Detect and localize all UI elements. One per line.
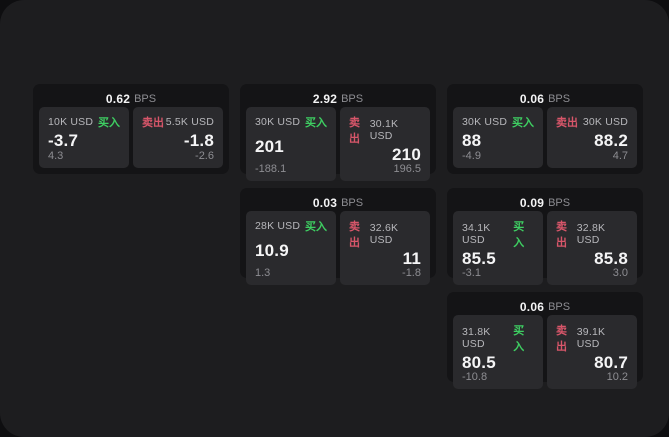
sell-tile[interactable]: 卖出 32.6K USD 11 -1.8	[340, 211, 430, 285]
buy-tile[interactable]: 30K USD 买入 88 -4.9	[453, 107, 543, 168]
sell-delta: 3.0	[612, 267, 628, 279]
bid-ask-tiles: 34.1K USD 买入 85.5 -3.1 卖出 32.8K USD 85.8…	[453, 211, 637, 285]
bps-unit-label: BPS	[548, 92, 571, 105]
quote-card: 0.03 BPS 28K USD 买入 10.9 1.3 卖出 32.6K US…	[240, 188, 436, 285]
card-header: 0.03 BPS	[246, 194, 430, 211]
bid-ask-tiles: 10K USD 买入 -3.7 4.3 卖出 5.5K USD -1.8 -2.…	[39, 107, 223, 168]
buy-price: -3.7	[48, 130, 79, 150]
buy-tile[interactable]: 34.1K USD 买入 85.5 -3.1	[453, 211, 543, 285]
card-header: 0.09 BPS	[453, 194, 637, 211]
quote-card: 2.92 BPS 30K USD 买入 201 -188.1 卖出 30.1K …	[240, 84, 436, 181]
bps-unit-label: BPS	[548, 300, 571, 313]
sell-tile[interactable]: 卖出 32.8K USD 85.8 3.0	[547, 211, 637, 285]
buy-amount: 34.1K USD	[462, 222, 491, 246]
sell-delta: -2.6	[195, 150, 214, 162]
buy-price: 80.5	[462, 353, 496, 372]
buy-side-label: 买入	[305, 221, 327, 233]
buy-price: 201	[255, 137, 284, 156]
card-header: 0.06 BPS	[453, 90, 637, 107]
sell-tile[interactable]: 卖出 5.5K USD -1.8 -2.6	[133, 107, 223, 168]
quote-card: 0.09 BPS 34.1K USD 买入 85.5 -3.1 卖出 32.8K…	[447, 188, 643, 285]
buy-tile[interactable]: 10K USD 买入 -3.7 4.3	[39, 107, 129, 168]
buy-side-label: 买入	[513, 325, 525, 353]
sell-delta: 4.7	[612, 150, 628, 162]
bps-unit-label: BPS	[548, 196, 571, 209]
buy-amount: 30K USD	[462, 116, 508, 128]
sell-price: 85.8	[594, 249, 628, 268]
buy-tile[interactable]: 31.8K USD 买入 80.5 -10.8	[453, 315, 543, 389]
sell-delta: 10.2	[606, 371, 628, 383]
sell-amount: 30.1K USD	[369, 118, 399, 142]
sell-side-label: 卖出	[349, 117, 360, 145]
sell-delta: 196.5	[393, 163, 421, 175]
bid-ask-tiles: 31.8K USD 买入 80.5 -10.8 卖出 39.1K USD 80.…	[453, 315, 637, 389]
sell-amount: 39.1K USD	[576, 326, 606, 350]
sell-price: 88.2	[594, 130, 628, 150]
buy-delta: -10.8	[462, 371, 488, 383]
bps-value: 0.03	[312, 195, 338, 210]
bid-ask-tiles: 28K USD 买入 10.9 1.3 卖出 32.6K USD 11 -1.8	[246, 211, 430, 285]
sell-tile[interactable]: 卖出 39.1K USD 80.7 10.2	[547, 315, 637, 389]
buy-side-label: 买入	[512, 117, 534, 129]
sell-side-label: 卖出	[556, 221, 567, 249]
bps-unit-label: BPS	[341, 196, 364, 209]
buy-delta: 4.3	[48, 150, 64, 162]
sell-side-label: 卖出	[556, 325, 567, 353]
sell-side-label: 卖出	[556, 117, 578, 129]
card-header: 0.62 BPS	[39, 90, 223, 107]
sell-amount: 32.8K USD	[576, 222, 606, 246]
buy-side-label: 买入	[305, 117, 327, 129]
quote-card: 0.06 BPS 30K USD 买入 88 -4.9 卖出 30K USD	[447, 84, 643, 174]
quote-card: 0.06 BPS 31.8K USD 买入 80.5 -10.8 卖出 39.1…	[447, 292, 643, 389]
bps-value: 0.09	[519, 195, 545, 210]
buy-amount: 28K USD	[255, 220, 301, 232]
bps-value: 0.62	[105, 91, 131, 106]
buy-delta: 1.3	[255, 267, 271, 279]
sell-delta: -1.8	[402, 267, 421, 279]
buy-amount: 31.8K USD	[462, 326, 491, 350]
card-header: 0.06 BPS	[453, 298, 637, 315]
sell-amount: 30K USD	[582, 116, 628, 128]
sell-price: 80.7	[594, 353, 628, 372]
bps-unit-label: BPS	[341, 92, 364, 105]
buy-price: 88	[462, 130, 482, 150]
quote-card-grid: 0.62 BPS 10K USD 买入 -3.7 4.3 卖出 5.5K USD	[33, 84, 643, 389]
sell-price: 210	[392, 145, 421, 164]
buy-side-label: 买入	[98, 117, 120, 129]
buy-delta: -3.1	[462, 267, 481, 279]
buy-price: 10.9	[255, 241, 289, 260]
bps-value: 0.06	[519, 91, 545, 106]
buy-price: 85.5	[462, 249, 496, 268]
bps-unit-label: BPS	[134, 92, 157, 105]
sell-price: 11	[402, 249, 421, 268]
bps-value: 2.92	[312, 91, 338, 106]
sell-side-label: 卖出	[142, 117, 164, 129]
sell-price: -1.8	[183, 130, 214, 150]
card-header: 2.92 BPS	[246, 90, 430, 107]
buy-delta: -188.1	[255, 163, 287, 175]
bid-ask-tiles: 30K USD 买入 88 -4.9 卖出 30K USD 88.2 4.7	[453, 107, 637, 168]
buy-side-label: 买入	[513, 221, 525, 249]
buy-amount: 10K USD	[48, 116, 94, 128]
quote-card: 0.62 BPS 10K USD 买入 -3.7 4.3 卖出 5.5K USD	[33, 84, 229, 174]
sell-tile[interactable]: 卖出 30K USD 88.2 4.7	[547, 107, 637, 168]
sell-side-label: 卖出	[349, 221, 360, 249]
bid-ask-tiles: 30K USD 买入 201 -188.1 卖出 30.1K USD 210 1…	[246, 107, 430, 181]
sell-amount: 32.6K USD	[369, 222, 399, 246]
buy-tile[interactable]: 28K USD 买入 10.9 1.3	[246, 211, 336, 285]
buy-tile[interactable]: 30K USD 买入 201 -188.1	[246, 107, 336, 181]
sell-amount: 5.5K USD	[165, 116, 214, 128]
bps-value: 0.06	[519, 299, 545, 314]
sell-tile[interactable]: 卖出 30.1K USD 210 196.5	[340, 107, 430, 181]
buy-amount: 30K USD	[255, 116, 301, 128]
buy-delta: -4.9	[462, 150, 481, 162]
